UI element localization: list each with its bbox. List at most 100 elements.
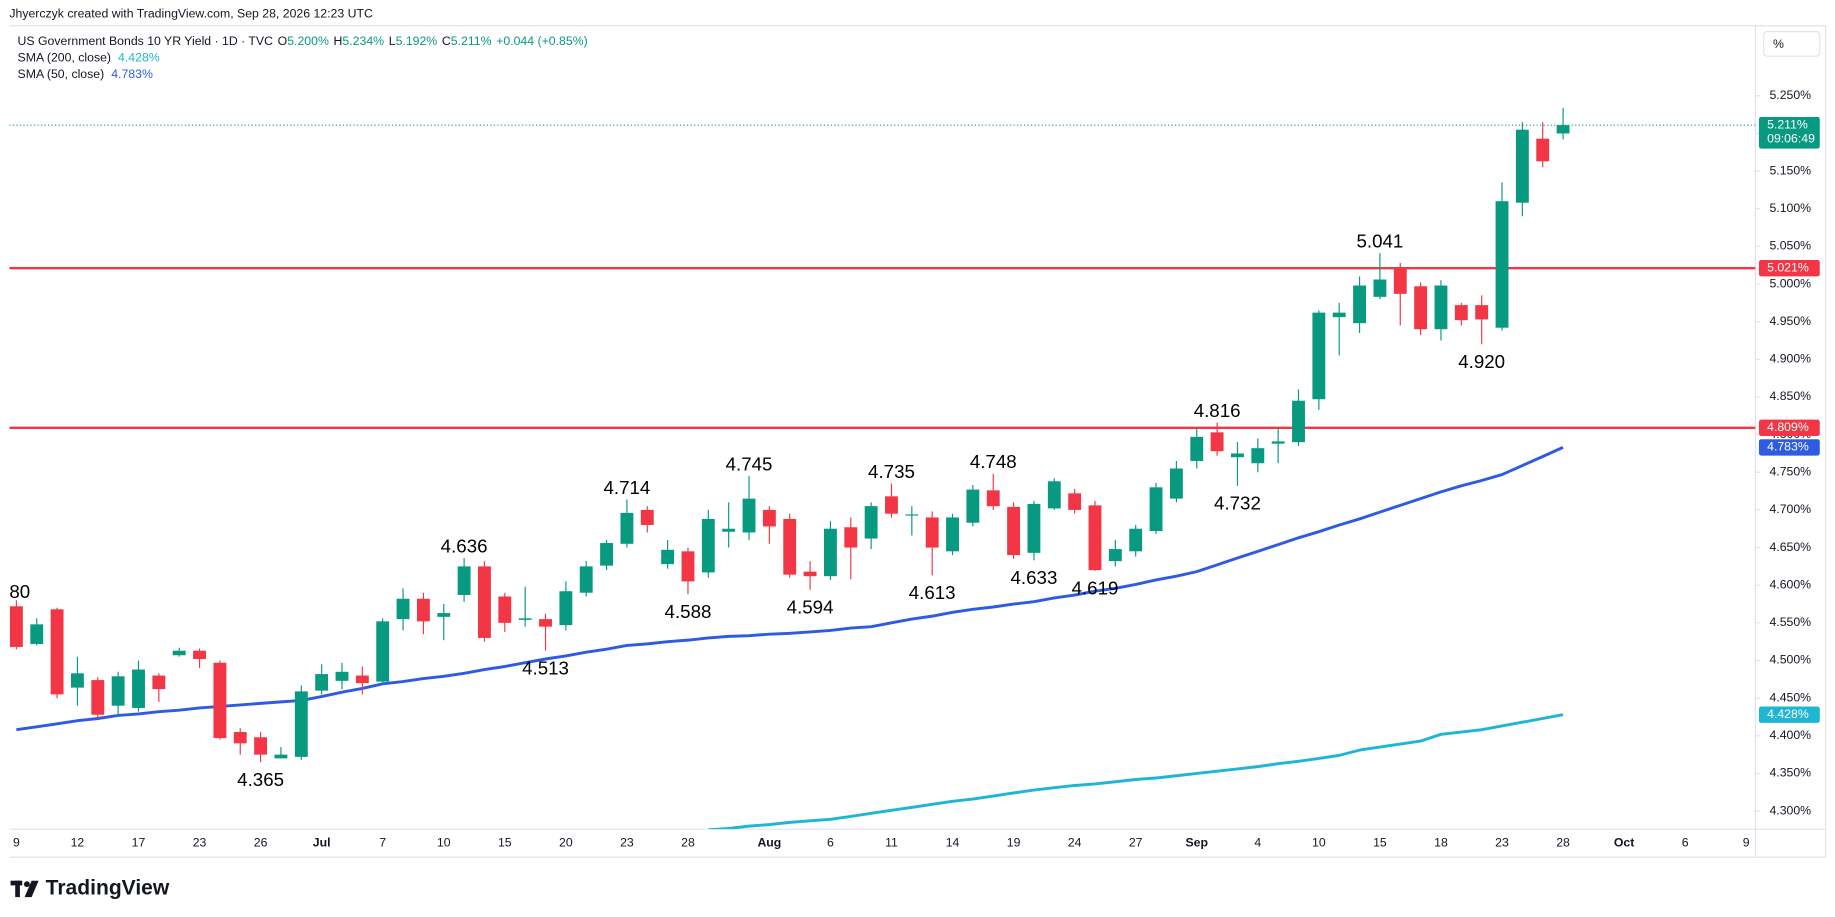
y-tick-label: 5.100%	[1769, 201, 1811, 215]
y-tick-label: 4.950%	[1769, 314, 1811, 328]
y-tick-label: 5.150%	[1769, 163, 1811, 177]
candle-body	[254, 737, 268, 755]
x-tick-label: 20	[559, 835, 573, 849]
series-value: 4.428%	[118, 51, 160, 65]
x-tick-label: 10	[1312, 835, 1326, 849]
symbol: US Government Bonds 10 YR Yield · 1D · T…	[18, 34, 274, 48]
candle-body	[518, 618, 532, 620]
series-legend: SMA (200, close) 4.428%	[18, 51, 160, 65]
candle-body	[681, 551, 695, 582]
candle-body	[30, 624, 44, 644]
price-tag	[1758, 116, 1820, 149]
y-tick-label: 4.600%	[1769, 577, 1811, 591]
candle-body	[661, 549, 675, 565]
x-tick-label: 23	[193, 835, 207, 849]
x-tick-label: 6	[827, 835, 834, 849]
logo-icon	[23, 881, 30, 888]
series-name: SMA (50, close)	[18, 67, 105, 81]
annotation: 4.745	[726, 453, 773, 474]
candle-body	[1169, 468, 1183, 499]
x-tick-label: 7	[379, 835, 386, 849]
candle-body	[335, 671, 349, 681]
candle-body	[1292, 400, 1305, 443]
x-tick-label: 9	[1743, 835, 1750, 849]
logo-icon	[24, 880, 39, 898]
candle-body	[640, 509, 654, 525]
candle-body	[193, 650, 206, 659]
x-tick-label: 26	[254, 835, 268, 849]
candle-body	[132, 669, 145, 708]
x-tick-label: Sep	[1185, 835, 1208, 849]
x-tick-label: 12	[71, 835, 85, 849]
candle-body	[966, 489, 980, 523]
price-tag-label: 4.809%	[1767, 420, 1809, 434]
x-tick-label: 19	[1007, 835, 1021, 849]
candle-body	[701, 518, 715, 573]
y-tick-label: 4.300%	[1769, 803, 1811, 817]
sma-line	[708, 713, 1564, 830]
scale-button[interactable]	[1763, 31, 1821, 57]
x-tick-label: Aug	[757, 835, 781, 849]
candle-body	[600, 543, 614, 566]
candle-body	[213, 662, 227, 739]
annotation: 4.594	[787, 596, 834, 617]
annotation: 4.748	[970, 451, 1017, 472]
annotation: 4.513	[522, 657, 569, 678]
candle-body	[1312, 312, 1326, 400]
x-tick-label: 18	[1434, 835, 1448, 849]
ohlc-value: 5.200%	[287, 34, 329, 48]
annotation: 4.732	[1214, 493, 1261, 514]
candle-body	[946, 517, 959, 552]
candle-body	[91, 680, 105, 715]
plot-area: 80	[9, 107, 1756, 830]
candle-body	[905, 514, 919, 516]
candle-body	[579, 566, 593, 593]
candle-body	[1129, 528, 1143, 552]
candle-body	[315, 674, 329, 691]
annotation: 4.714	[604, 477, 651, 498]
candle-body	[376, 621, 390, 682]
price-tag-label: 4.783%	[1767, 440, 1809, 454]
scale-button-label[interactable]: %	[1773, 37, 1784, 51]
candle-body	[1414, 286, 1428, 330]
ohlc-key: L	[389, 34, 396, 48]
x-tick-label: 11	[885, 835, 898, 849]
candle-body	[1190, 436, 1204, 461]
y-tick-label: 4.750%	[1769, 465, 1811, 479]
annotation: 4.633	[1011, 567, 1058, 588]
annotation: 4.613	[909, 582, 956, 603]
logo-icon	[15, 880, 20, 898]
y-tick-label: 4.850%	[1769, 389, 1811, 403]
candle-body	[71, 673, 84, 688]
credit: Jhyerczyk created with TradingView.com, …	[9, 6, 373, 20]
x-tick-label: 15	[1373, 835, 1387, 849]
symbol-legend: US Government Bonds 10 YR Yield · 1D · T…	[18, 34, 588, 48]
candle-body	[1515, 129, 1529, 203]
candle-body	[1393, 268, 1407, 294]
annotation: 4.619	[1072, 578, 1119, 599]
candle-body	[1373, 279, 1387, 297]
x-tick-label: 9	[13, 835, 20, 849]
price-tag-label: 5.021%	[1767, 260, 1809, 274]
candle-body	[1251, 448, 1265, 464]
price-tag-label: 4.428%	[1767, 707, 1809, 721]
x-tick-label: Oct	[1614, 835, 1634, 849]
brand: TradingView	[46, 876, 170, 899]
candle-body	[416, 598, 430, 622]
y-tick-label: 4.650%	[1769, 540, 1811, 554]
annotation: 4.735	[868, 461, 915, 482]
change: +0.044 (+0.85%)	[496, 34, 587, 48]
ohlc-key: O	[278, 34, 288, 48]
x-tick-label: 17	[132, 835, 146, 849]
sma-line	[16, 446, 1564, 732]
logo: TradingView	[10, 876, 170, 899]
series-legend: SMA (50, close) 4.783%	[18, 67, 153, 81]
candle-body	[1434, 285, 1448, 330]
y-tick-label: 5.000%	[1769, 276, 1811, 290]
countdown: 09:06:49	[1767, 131, 1815, 145]
candle-body	[1556, 125, 1570, 134]
ohlc-key: H	[334, 34, 343, 48]
price-tag	[1758, 419, 1820, 437]
annotation: 4.920	[1458, 351, 1505, 372]
